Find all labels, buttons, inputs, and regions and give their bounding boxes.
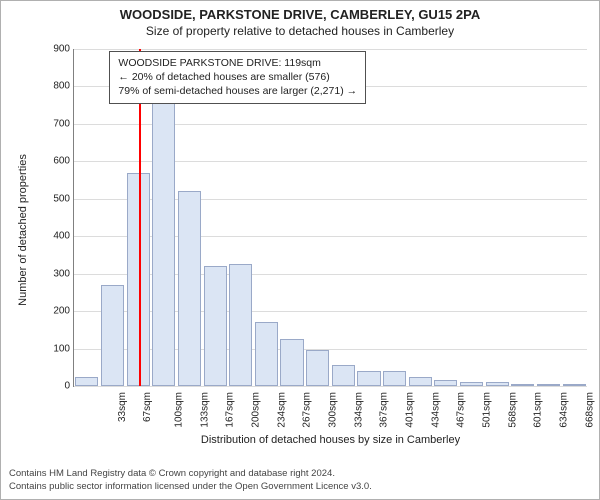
footer: Contains HM Land Registry data © Crown c… [9,468,591,493]
histogram-bar [383,371,406,386]
histogram-bar [229,264,252,386]
y-tick-label: 700 [40,118,70,129]
y-tick-label: 800 [40,81,70,92]
y-tick-label: 300 [40,268,70,279]
y-tick-label: 100 [40,343,70,354]
x-axis-label: Distribution of detached houses by size … [201,434,460,446]
x-tick-label: 367sqm [379,392,390,428]
y-tick-label: 400 [40,231,70,242]
histogram-bar [486,382,509,386]
x-tick-label: 434sqm [430,392,441,428]
histogram-bar [537,384,560,386]
x-tick-label: 300sqm [328,392,339,428]
histogram-bar [306,350,329,386]
x-tick-label: 568sqm [507,392,518,428]
x-tick-label: 133sqm [199,392,210,428]
y-tick-label: 900 [40,44,70,55]
x-tick-label: 668sqm [584,392,595,428]
x-tick-label: 167sqm [225,392,236,428]
y-tick-label: 500 [40,193,70,204]
anno-line-3: 79% of semi-detached houses are larger (… [118,84,357,98]
x-tick-label: 334sqm [353,392,364,428]
histogram-bar [511,384,534,386]
histogram-bar [409,377,432,386]
y-tick-label: 200 [40,306,70,317]
x-tick-label: 67sqm [142,392,153,422]
x-tick-label: 267sqm [302,392,313,428]
x-tick-label: 601sqm [533,392,544,428]
histogram-bar [460,382,483,386]
x-tick-label: 33sqm [117,392,128,422]
histogram-bar [255,322,278,386]
annotation-box: WOODSIDE PARKSTONE DRIVE: 119sqm ← 20% o… [109,51,366,104]
footer-line-1: Contains HM Land Registry data © Crown c… [9,468,591,480]
x-tick-label: 634sqm [558,392,569,428]
plot-area: WOODSIDE PARKSTONE DRIVE: 119sqm ← 20% o… [73,49,587,387]
histogram-bar [204,266,227,386]
x-tick-label: 200sqm [251,392,262,428]
x-tick-label: 100sqm [174,392,185,428]
grid-line [74,386,587,387]
histogram-bar [434,380,457,386]
histogram-bar [280,339,303,386]
histogram-bar [75,377,98,386]
histogram-chart: Number of detached properties WOODSIDE P… [49,49,587,411]
histogram-bar [178,191,201,386]
x-tick-label: 234sqm [276,392,287,428]
histogram-bar [357,371,380,386]
x-tick-label: 501sqm [482,392,493,428]
page-subtitle: Size of property relative to detached ho… [1,24,599,38]
x-tick-label: 401sqm [405,392,416,428]
y-tick-label: 0 [40,381,70,392]
histogram-bar [332,365,355,386]
y-axis-label: Number of detached properties [17,154,29,306]
page-title: WOODSIDE, PARKSTONE DRIVE, CAMBERLEY, GU… [1,7,599,22]
header: WOODSIDE, PARKSTONE DRIVE, CAMBERLEY, GU… [1,1,599,38]
y-tick-label: 600 [40,156,70,167]
histogram-bar [127,173,150,386]
histogram-bar [101,285,124,386]
anno-line-1: WOODSIDE PARKSTONE DRIVE: 119sqm [118,56,357,70]
x-tick-label: 467sqm [456,392,467,428]
histogram-bar [152,94,175,386]
histogram-bar [563,384,586,386]
footer-line-2: Contains public sector information licen… [9,481,591,493]
anno-line-2: ← 20% of detached houses are smaller (57… [118,70,357,84]
